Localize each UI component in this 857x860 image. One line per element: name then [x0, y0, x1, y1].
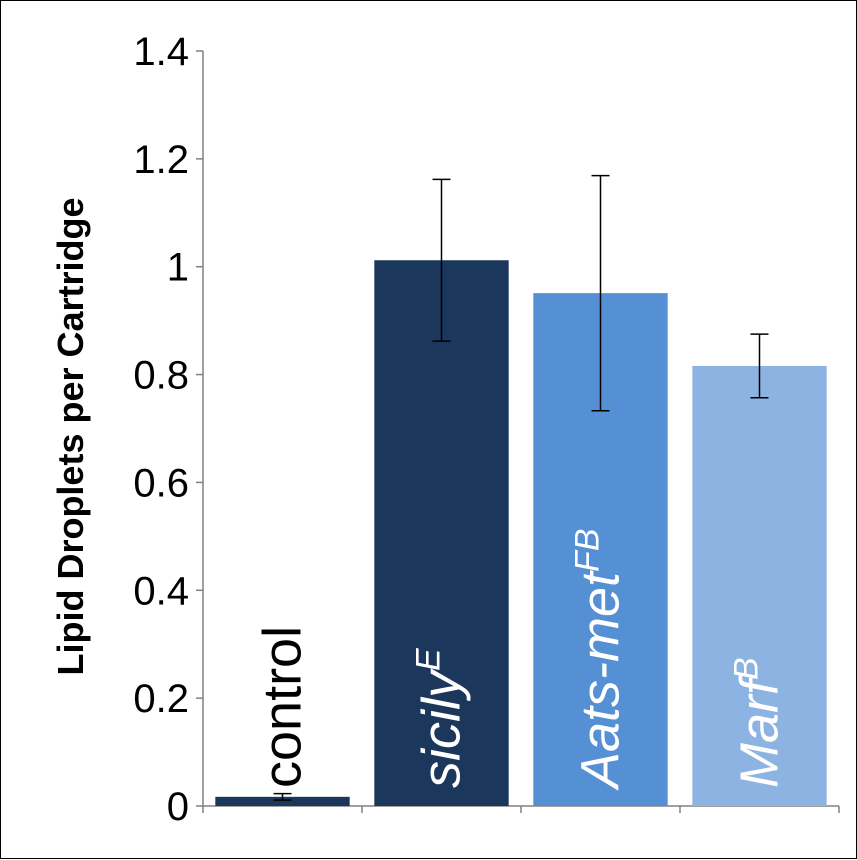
- bar-label: Aats-metFB: [569, 528, 631, 791]
- y-tick-label: 0.4: [133, 569, 189, 613]
- y-tick-label: 0.2: [133, 677, 189, 721]
- bar-label-text: sicily: [412, 668, 472, 788]
- y-tick-label: 1.2: [133, 138, 189, 182]
- y-tick-label: 0: [167, 785, 189, 829]
- bar-label-superscript: FB: [569, 528, 607, 571]
- y-tick-labels: 0 0.2 0.4 0.6 0.8 1 1.2 1.4: [133, 30, 189, 829]
- y-tick-label: 1.4: [133, 30, 189, 74]
- y-tick-label: 0.8: [133, 354, 189, 398]
- bars: [215, 260, 827, 806]
- bar-label: control: [253, 626, 313, 788]
- y-tick-label: 1: [167, 246, 189, 290]
- y-tick-label: 0.6: [133, 461, 189, 505]
- bar: [215, 796, 350, 806]
- bar-label-text: control: [253, 626, 313, 788]
- bar: [374, 260, 509, 806]
- bar-label-text: Aats-met: [571, 570, 631, 791]
- bar-label-superscript: E: [410, 648, 448, 671]
- bar-label-superscript: B: [728, 657, 766, 680]
- bar-label: MarfB: [728, 657, 790, 788]
- y-axis-label: Lipid Droplets per Cartridge: [50, 197, 91, 675]
- bar-labels: control sicilyE Aats-metFB MarfB: [253, 528, 790, 791]
- bar-label-text: Marf: [730, 675, 790, 788]
- bar-label: sicilyE: [410, 648, 472, 788]
- error-bars: [273, 174, 769, 801]
- bar: [692, 365, 827, 806]
